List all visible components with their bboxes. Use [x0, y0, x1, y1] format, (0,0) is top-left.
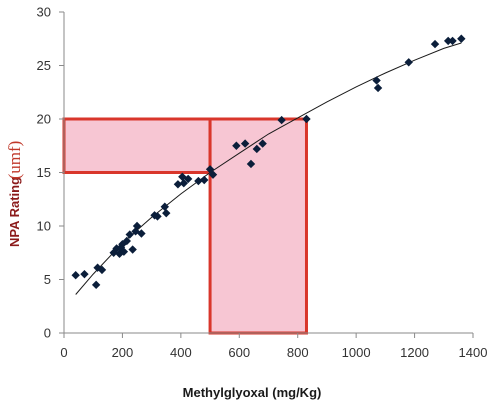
data-point [97, 265, 107, 275]
y-tick-label: 20 [37, 112, 51, 127]
data-point [448, 36, 457, 46]
x-tick-label: 0 [60, 345, 67, 360]
data-point [277, 115, 286, 125]
data-point [137, 229, 146, 238]
data-point [200, 175, 209, 185]
tick-labels: 0 200 400 600 800 1000 1200 1400 0 5 10 15 20 25 30 [37, 5, 488, 361]
x-tick-label: 1000 [342, 345, 371, 360]
y-tick-label: 25 [37, 58, 51, 73]
x-axis-title: Methylglyoxal (mg/Kg) [183, 385, 322, 400]
y-tick-label: 10 [37, 219, 51, 234]
y-tick-label: 30 [37, 5, 51, 20]
data-point [160, 202, 169, 211]
data-point [91, 280, 101, 290]
axes [59, 11, 474, 338]
data-point [443, 36, 453, 46]
highlight-region-1 [62, 117, 212, 174]
data-point [232, 141, 241, 150]
y-tick-label: 5 [44, 272, 51, 287]
data-point [252, 144, 262, 154]
data-point [162, 208, 171, 218]
data-point [122, 236, 132, 246]
x-tick-label: 1200 [400, 345, 429, 360]
x-tick-label: 400 [170, 345, 192, 360]
data-point [119, 247, 129, 256]
x-tick-label: 200 [112, 345, 134, 360]
data-point [118, 239, 127, 249]
data-point [80, 269, 89, 279]
data-point [258, 139, 267, 148]
x-tick-label: 800 [287, 345, 309, 360]
data-point [208, 170, 218, 179]
data-point [173, 180, 183, 189]
data-point [246, 159, 256, 169]
y-tick-label: 15 [37, 165, 51, 180]
data-points [71, 34, 466, 290]
data-point [128, 245, 137, 254]
data-point [71, 271, 80, 280]
y-axis-title-suffix: (umf) [5, 141, 24, 180]
data-point [240, 139, 250, 148]
data-point [179, 179, 188, 188]
x-tick-label: 1400 [459, 345, 488, 360]
data-point [153, 212, 162, 221]
data-point [372, 76, 381, 85]
data-point [115, 249, 124, 259]
x-tick-label: 600 [228, 345, 250, 360]
data-point [183, 174, 193, 184]
data-point [125, 230, 134, 239]
data-point [430, 39, 440, 49]
data-point [194, 176, 203, 186]
data-point [302, 114, 311, 124]
highlight-region-2 [208, 117, 308, 335]
data-point [404, 58, 413, 67]
y-tick-label: 0 [44, 326, 51, 341]
highlight-regions [62, 117, 308, 335]
data-point [457, 34, 466, 43]
data-point [373, 83, 383, 93]
data-point [112, 244, 121, 253]
y-axis-title: NPA Rating [7, 177, 22, 247]
data-point [132, 221, 142, 231]
